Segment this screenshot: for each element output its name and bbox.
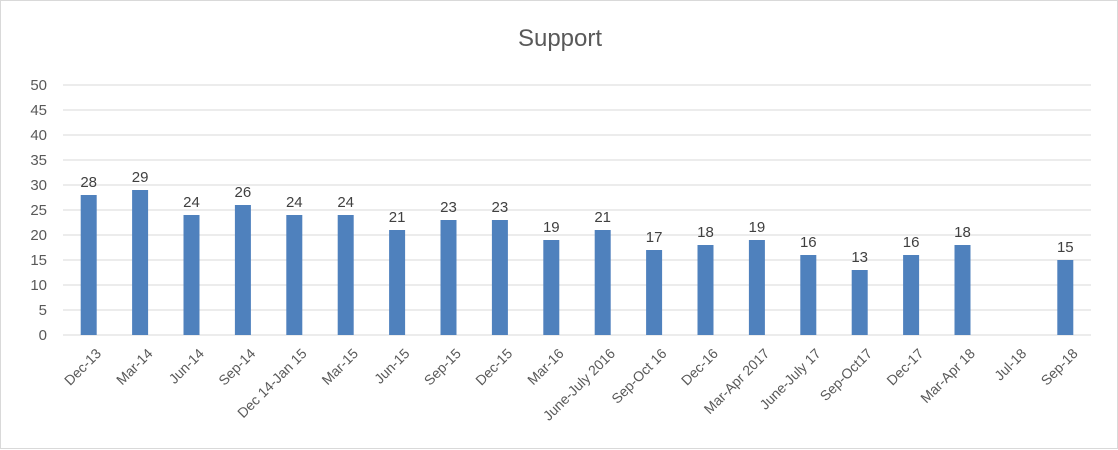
x-tick-label: Jun-14 — [165, 345, 207, 387]
bar — [440, 220, 457, 335]
y-tick-label: 45 — [30, 102, 47, 119]
data-label: 18 — [954, 224, 971, 241]
x-tick-label: Mar-14 — [113, 345, 156, 388]
data-label: 24 — [286, 194, 303, 211]
y-tick-label: 5 — [39, 302, 47, 319]
data-label: 21 — [594, 209, 611, 226]
data-label: 24 — [337, 194, 354, 211]
bar — [1057, 260, 1074, 335]
bar — [234, 205, 251, 335]
y-tick-label: 50 — [30, 77, 47, 94]
x-tick-label: Sep-14 — [215, 345, 258, 388]
bar — [543, 240, 560, 335]
x-tick-label: Sep-15 — [421, 345, 464, 388]
x-tick-label: Sep-Oct17 — [817, 345, 876, 404]
data-label: 16 — [800, 234, 817, 251]
data-label: 17 — [646, 229, 663, 246]
data-label: 19 — [749, 219, 766, 236]
bar — [594, 230, 611, 335]
y-axis-ticks: 0 5 10 15 20 25 30 35 40 45 50 — [30, 77, 47, 344]
bar — [491, 220, 508, 335]
bar — [80, 195, 97, 335]
y-tick-label: 30 — [30, 177, 47, 194]
x-tick-label: Dec-15 — [472, 345, 515, 388]
gridlines — [63, 84, 1091, 336]
x-tick-label: Jun-15 — [371, 345, 413, 387]
chart-title: Support — [518, 25, 602, 52]
x-tick-label: Mar-Apr 18 — [917, 345, 978, 406]
y-tick-label: 15 — [30, 252, 47, 269]
x-tick-label: Mar-16 — [524, 345, 567, 388]
data-label: 18 — [697, 224, 714, 241]
bar — [954, 245, 971, 335]
data-label: 15 — [1057, 239, 1074, 256]
x-tick-label: Mar-15 — [318, 345, 361, 388]
y-tick-label: 20 — [30, 227, 47, 244]
x-tick-label: Sep-Oct 16 — [608, 345, 670, 407]
bars — [80, 190, 1074, 335]
data-label: 24 — [183, 194, 200, 211]
x-tick-label: Dec-17 — [883, 345, 926, 388]
x-tick-label: Dec-13 — [61, 345, 104, 388]
bar — [183, 215, 200, 335]
x-tick-label: Sep-18 — [1038, 345, 1081, 388]
bar — [646, 250, 663, 335]
data-label: 29 — [132, 169, 149, 186]
data-label: 13 — [851, 249, 868, 266]
y-tick-label: 0 — [39, 327, 47, 344]
data-label: 26 — [235, 184, 252, 201]
bar — [337, 215, 354, 335]
bar — [132, 190, 149, 335]
bar — [748, 240, 765, 335]
y-tick-label: 10 — [30, 277, 47, 294]
y-tick-label: 25 — [30, 202, 47, 219]
data-label: 28 — [80, 174, 97, 191]
bar — [286, 215, 303, 335]
data-label: 19 — [543, 219, 560, 236]
data-label: 23 — [492, 199, 509, 216]
data-label: 16 — [903, 234, 920, 251]
bar — [697, 245, 714, 335]
bar — [903, 255, 920, 335]
bar — [851, 270, 868, 335]
x-tick-label: Dec-16 — [678, 345, 721, 388]
data-labels: 28 29 24 26 24 24 21 23 23 19 21 17 18 19 16 13 16 18 15 — [80, 169, 1073, 266]
bar — [800, 255, 817, 335]
data-label: 23 — [440, 199, 457, 216]
data-label: 21 — [389, 209, 406, 226]
bar — [389, 230, 406, 335]
y-tick-label: 35 — [30, 152, 47, 169]
x-tick-label: Jul-18 — [991, 345, 1029, 383]
y-tick-label: 40 — [30, 127, 47, 144]
